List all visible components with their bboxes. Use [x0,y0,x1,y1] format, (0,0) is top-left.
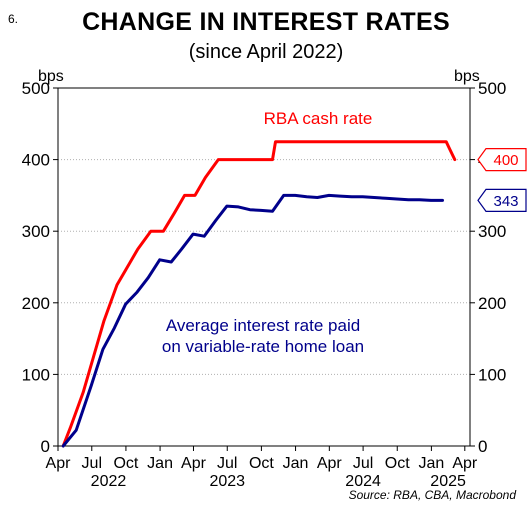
end-value-label: 400 [493,152,518,169]
x-tick-label: Jul [353,455,373,472]
x-tick-label: Jan [418,455,444,472]
y-tick-label-left: 200 [22,294,50,313]
x-tick-label: Oct [385,455,410,472]
series-line-rba-cash-rate [61,140,457,448]
x-tick-label: Oct [249,455,274,472]
y-tick-label-right: 200 [478,294,506,313]
series-layer [61,140,457,448]
x-year-label: 2024 [345,473,381,490]
x-tick-label: Apr [317,455,343,472]
labels-layer: 0 0 100 100 200 200 300 300 400 400 500 500 Apr Jul Oc… [22,79,527,490]
x-tick-label: Apr [452,455,478,472]
series-line-variable-home-loan-rate [61,193,444,448]
x-tick-label: Apr [181,455,207,472]
y-tick-label-right: 0 [478,437,487,456]
y-axis-unit-right: bps [454,68,480,85]
y-tick-label-left: 100 [22,365,50,384]
x-tick-label: Oct [113,455,138,472]
x-year-label: 2025 [430,473,466,490]
x-tick-label: Jan [147,455,173,472]
x-tick-label: Jan [283,455,309,472]
source-note: Source: RBA, CBA, Macrobond [348,488,516,502]
x-year-label: 2022 [91,473,127,490]
y-tick-label-right: 100 [478,365,506,384]
x-tick-label: Jul [217,455,237,472]
y-axis-unit-left: bps [38,68,64,85]
y-tick-label-right: 500 [478,79,506,98]
page-number: 6. [8,12,19,26]
chart-title: CHANGE IN INTEREST RATES [82,8,450,36]
end-value-callout [477,148,527,172]
end-value-callout [477,188,527,213]
plot-area [57,87,471,447]
y-tick-label-left: 400 [22,151,50,170]
y-tick-label-right: 300 [478,222,506,241]
end-value-label: 343 [493,193,518,210]
y-tick-label-left: 300 [22,222,50,241]
series-label-rba-cash-rate: RBA cash rate [264,109,373,128]
y-tick-label-left: 0 [41,437,50,456]
chart-subtitle: (since April 2022) [188,41,344,63]
series-label-variable-home-loan: Average interest rate paid [166,316,360,335]
x-tick-label: Jul [82,455,102,472]
y-tick-label-left: 500 [22,79,50,98]
series-label-variable-home-loan: on variable-rate home loan [162,337,364,356]
x-year-label: 2023 [209,473,245,490]
axis-ticks [53,87,475,451]
x-tick-label: Apr [46,455,72,472]
